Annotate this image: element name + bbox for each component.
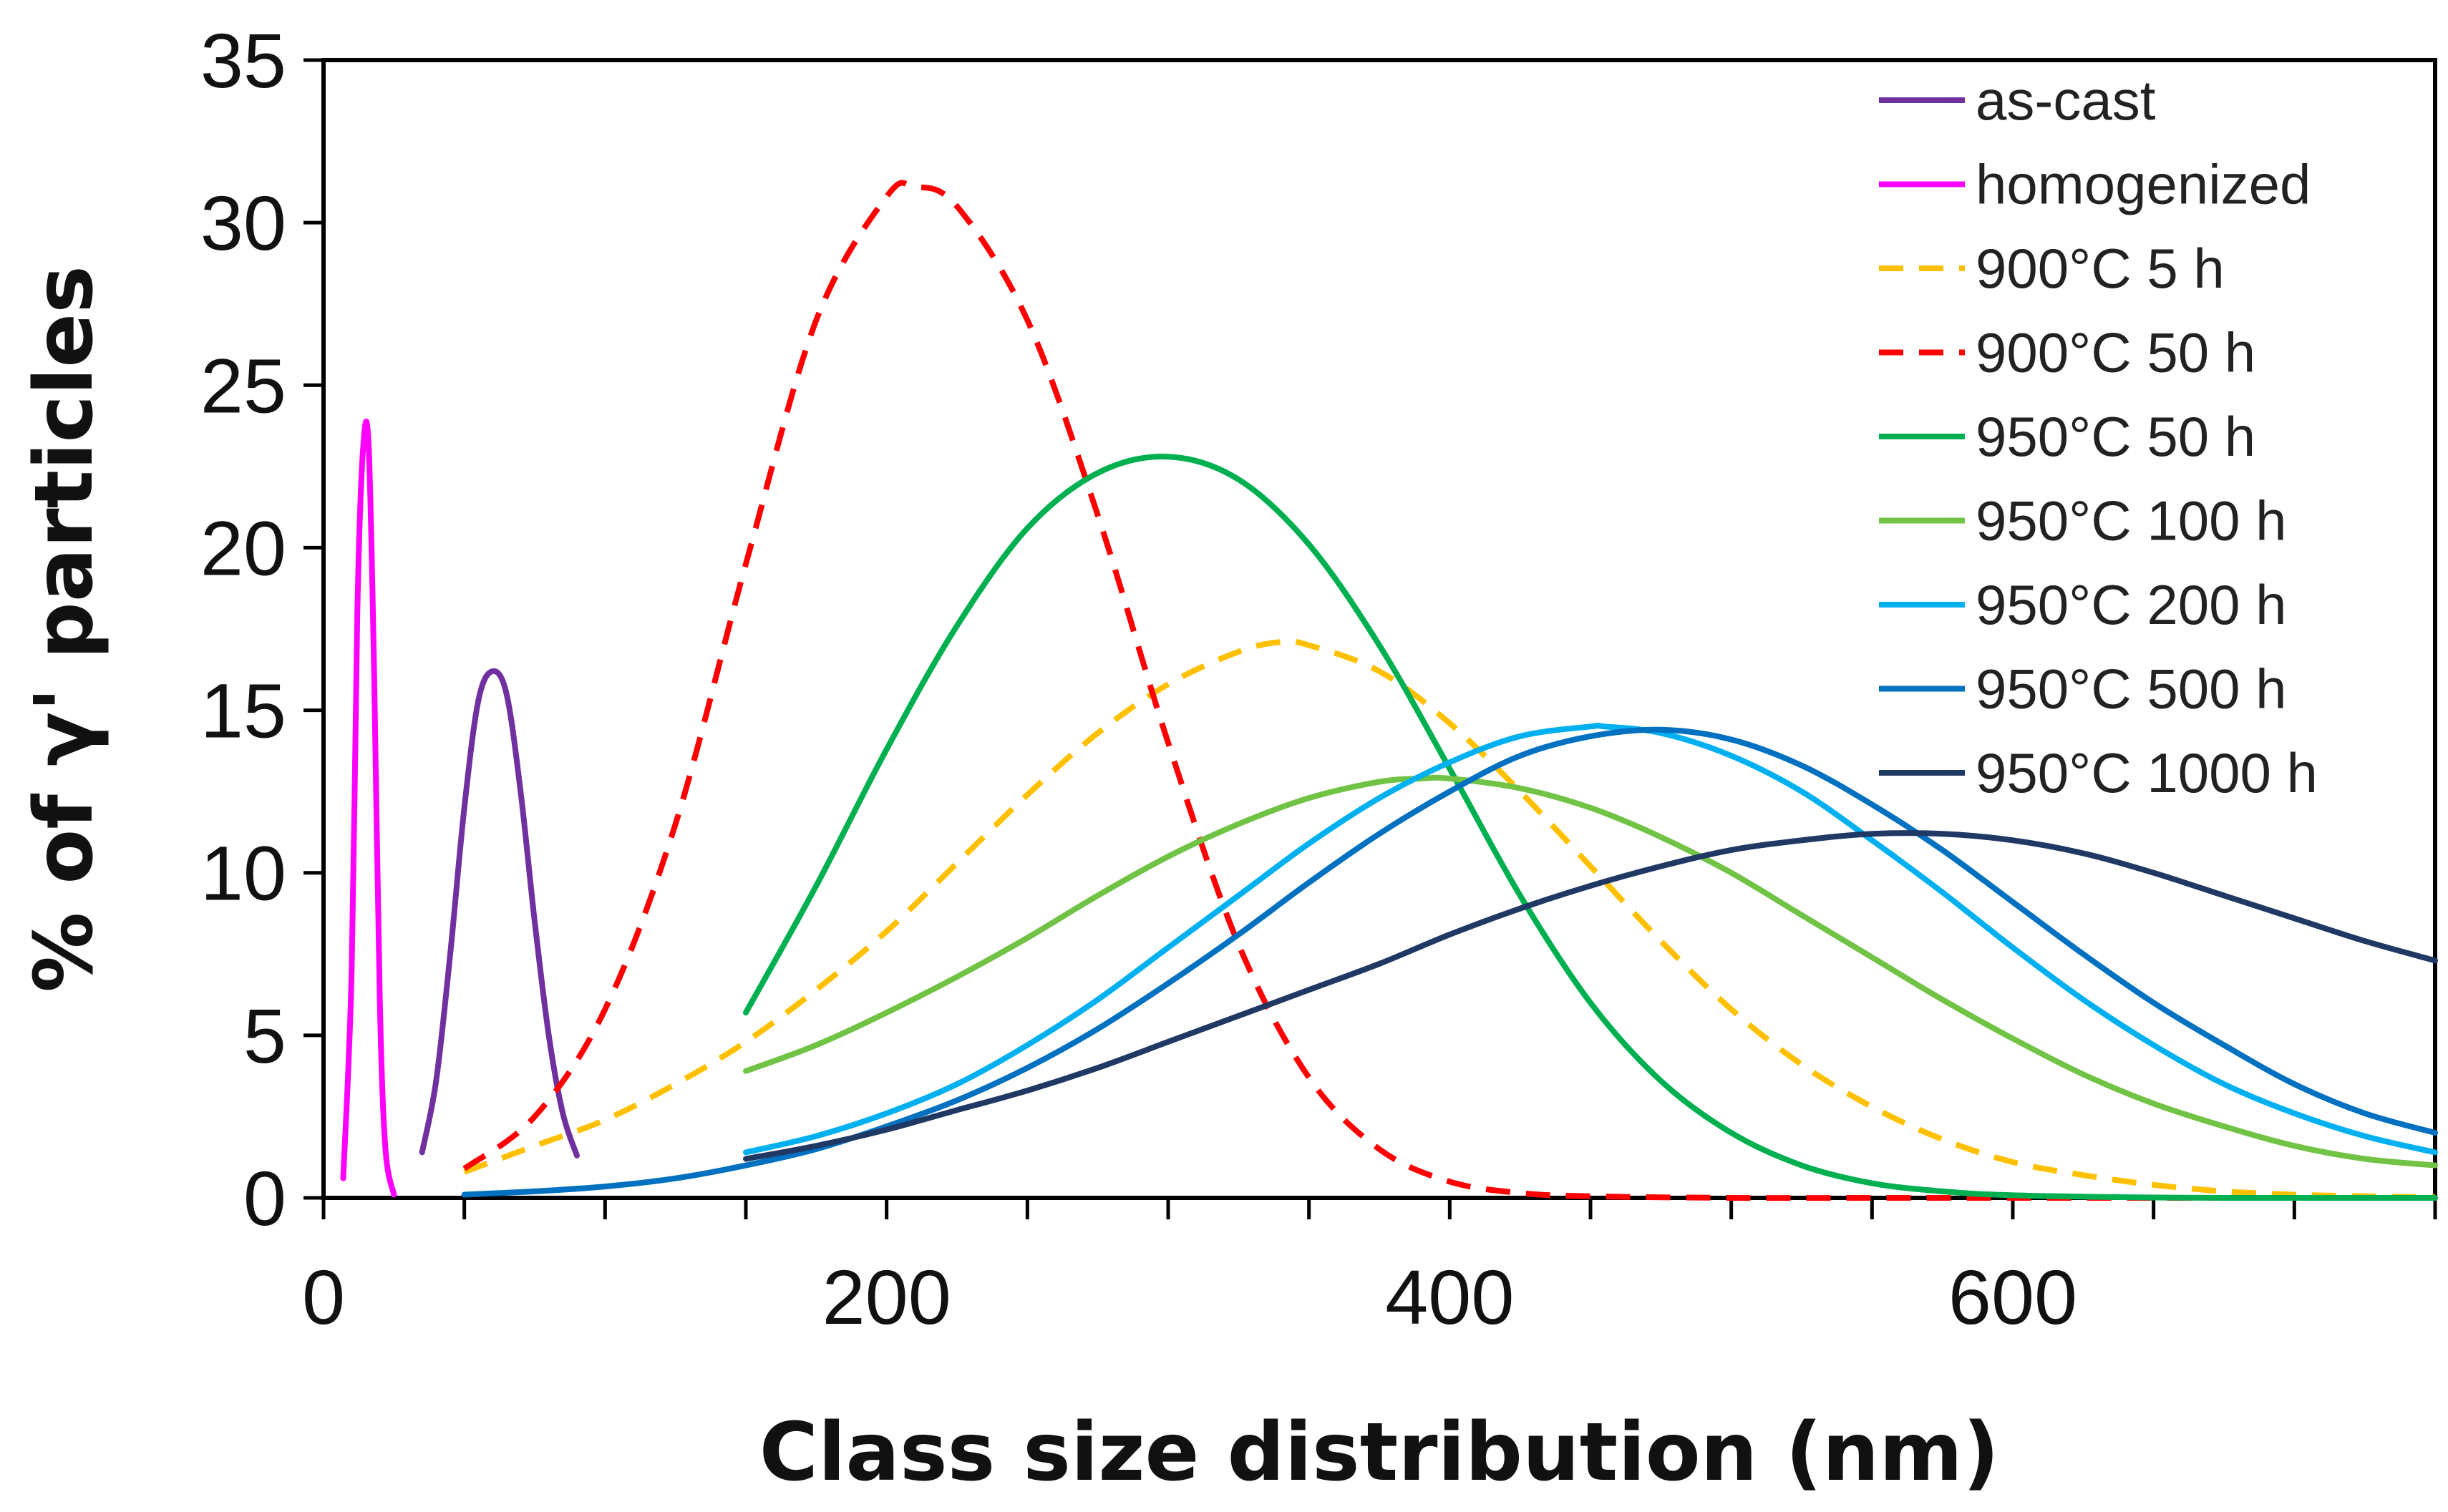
series-line: [463, 638, 2436, 1201]
legend-label: 900°C 5 h: [1976, 237, 2225, 300]
legend-label: 950°C 100 h: [1976, 489, 2287, 552]
plot-area: [321, 58, 2437, 1200]
y-tick-label: 15: [200, 668, 286, 754]
series-group: [340, 180, 2438, 1201]
legend-label: 950°C 1000 h: [1976, 741, 2318, 804]
x-tick-label: 600: [1948, 1254, 2077, 1340]
y-axis-title: % of γ' particles: [18, 265, 111, 992]
legend-label: 900°C 50 h: [1976, 321, 2255, 384]
series-line: [743, 722, 2438, 1156]
series-line: [743, 774, 2438, 1169]
y-tick-label: 5: [243, 992, 286, 1079]
series-line: [462, 180, 2435, 1201]
y-tick-label: 30: [200, 180, 286, 266]
axes: 0 5 10 15 20 25 30 35 0 200 400 600: [200, 17, 2437, 1340]
y-tick-label: 0: [243, 1155, 286, 1242]
series-line: [419, 668, 580, 1159]
legend-label: as-cast: [1976, 69, 2156, 132]
legend-label: 950°C 500 h: [1976, 658, 2287, 721]
y-tick-label: 20: [200, 504, 286, 591]
legend-label: 950°C 50 h: [1976, 405, 2255, 468]
y-tick-label: 25: [200, 342, 286, 429]
series-line: [743, 830, 2438, 1162]
x-axis-title: Class size distribution (nm): [759, 1406, 1999, 1499]
series-line: [461, 726, 2438, 1198]
y-tick-label: 10: [200, 830, 286, 917]
y-tick-label: 35: [200, 17, 286, 104]
legend: as-cast homogenized 900°C 5 h 900°C 50 h 950…: [1879, 69, 2318, 804]
series-line: [743, 454, 2438, 1201]
x-tick-label: 400: [1385, 1254, 1514, 1340]
legend-label: 950°C 200 h: [1976, 573, 2287, 636]
series-line: [340, 419, 397, 1198]
x-tick-label: 0: [302, 1254, 345, 1340]
legend-label: homogenized: [1976, 153, 2311, 216]
x-tick-label: 200: [822, 1254, 951, 1340]
